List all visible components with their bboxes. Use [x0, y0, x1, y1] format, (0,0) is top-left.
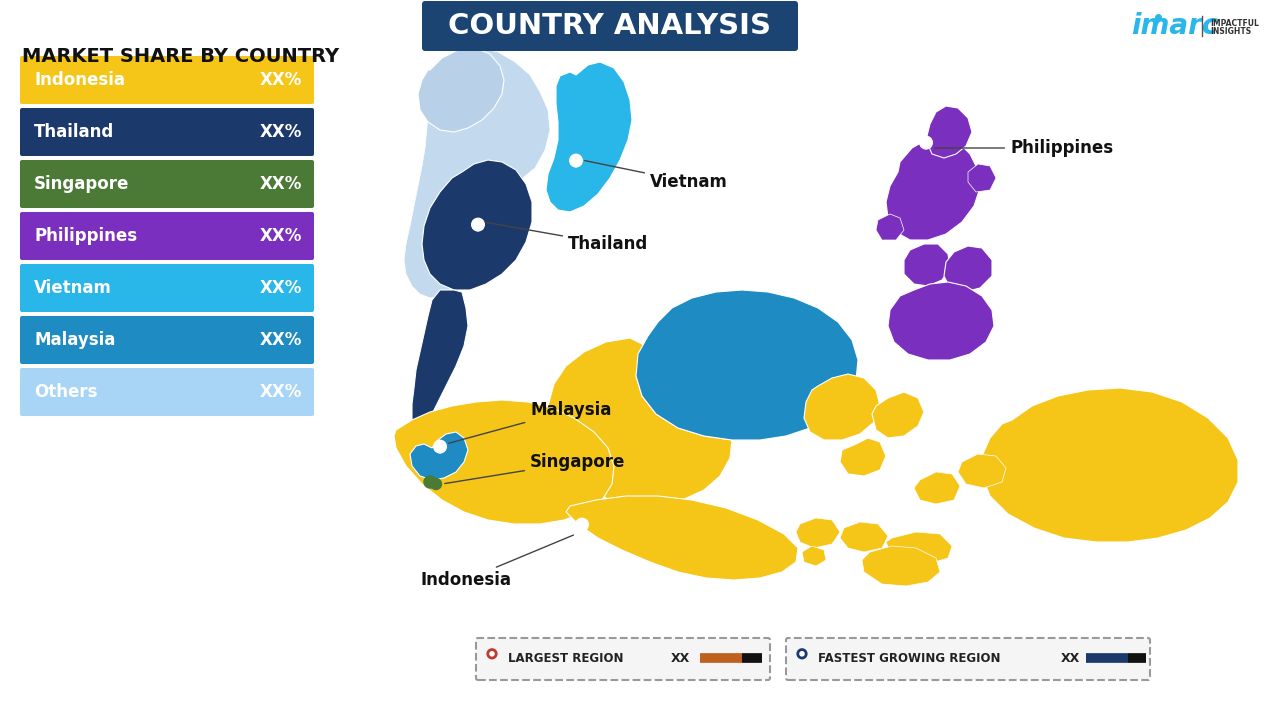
- Text: XX%: XX%: [260, 123, 302, 141]
- FancyBboxPatch shape: [20, 316, 314, 364]
- Polygon shape: [920, 143, 932, 150]
- Circle shape: [580, 522, 585, 527]
- Text: XX%: XX%: [260, 383, 302, 401]
- Circle shape: [472, 218, 484, 231]
- Text: XX%: XX%: [260, 331, 302, 349]
- Polygon shape: [434, 446, 447, 454]
- Circle shape: [424, 476, 436, 488]
- Circle shape: [573, 158, 579, 163]
- Polygon shape: [886, 532, 952, 564]
- Polygon shape: [888, 282, 995, 360]
- Text: Singapore: Singapore: [35, 175, 129, 193]
- Polygon shape: [872, 392, 924, 438]
- Polygon shape: [636, 290, 858, 440]
- Text: Malaysia: Malaysia: [449, 401, 612, 444]
- Text: COUNTRY ANALYSIS: COUNTRY ANALYSIS: [448, 12, 772, 40]
- FancyBboxPatch shape: [20, 264, 314, 312]
- Polygon shape: [548, 338, 732, 506]
- Polygon shape: [968, 164, 996, 192]
- Circle shape: [430, 479, 442, 490]
- Polygon shape: [547, 62, 632, 212]
- Circle shape: [800, 652, 804, 656]
- Polygon shape: [804, 374, 881, 440]
- Circle shape: [488, 649, 497, 659]
- Polygon shape: [394, 400, 614, 524]
- Polygon shape: [796, 518, 840, 548]
- Circle shape: [576, 518, 589, 531]
- FancyBboxPatch shape: [422, 1, 797, 51]
- Polygon shape: [797, 654, 806, 660]
- Text: Vietnam: Vietnam: [585, 161, 728, 191]
- Polygon shape: [803, 546, 826, 566]
- Text: LARGEST REGION: LARGEST REGION: [508, 652, 623, 665]
- Circle shape: [438, 444, 443, 449]
- Text: Vietnam: Vietnam: [35, 279, 111, 297]
- Polygon shape: [982, 388, 1238, 542]
- Text: IMPACTFUL: IMPACTFUL: [1210, 19, 1258, 27]
- Circle shape: [920, 136, 932, 149]
- FancyBboxPatch shape: [20, 56, 314, 104]
- Text: Thailand: Thailand: [35, 123, 114, 141]
- Text: Singapore: Singapore: [444, 453, 626, 484]
- FancyBboxPatch shape: [786, 638, 1149, 680]
- Circle shape: [475, 222, 481, 228]
- Polygon shape: [886, 138, 980, 240]
- Text: XX: XX: [671, 652, 690, 665]
- Text: imarc: imarc: [1132, 12, 1219, 40]
- Text: FASTEST GROWING REGION: FASTEST GROWING REGION: [818, 652, 1001, 665]
- FancyBboxPatch shape: [476, 638, 771, 680]
- Text: MARKET SHARE BY COUNTRY: MARKET SHARE BY COUNTRY: [22, 48, 339, 66]
- Text: Indonesia: Indonesia: [420, 535, 573, 589]
- Text: XX%: XX%: [260, 227, 302, 245]
- Text: Indonesia: Indonesia: [35, 71, 125, 89]
- Text: XX%: XX%: [260, 175, 302, 193]
- Text: XX%: XX%: [260, 279, 302, 297]
- Text: XX: XX: [1060, 652, 1079, 665]
- FancyBboxPatch shape: [20, 160, 314, 208]
- Polygon shape: [914, 472, 960, 504]
- Polygon shape: [419, 48, 504, 132]
- Polygon shape: [488, 654, 497, 660]
- Polygon shape: [576, 525, 589, 532]
- FancyBboxPatch shape: [20, 108, 314, 156]
- Text: XX%: XX%: [260, 71, 302, 89]
- Polygon shape: [472, 225, 484, 232]
- Polygon shape: [925, 106, 972, 158]
- Polygon shape: [422, 160, 532, 290]
- Polygon shape: [410, 432, 468, 480]
- Circle shape: [570, 154, 582, 167]
- FancyBboxPatch shape: [20, 212, 314, 260]
- Polygon shape: [570, 161, 582, 168]
- Polygon shape: [840, 522, 888, 552]
- Circle shape: [923, 140, 929, 145]
- Text: Philippines: Philippines: [35, 227, 137, 245]
- Text: INSIGHTS: INSIGHTS: [1210, 27, 1251, 35]
- Text: Malaysia: Malaysia: [35, 331, 115, 349]
- Text: Thailand: Thailand: [486, 222, 648, 253]
- Text: Philippines: Philippines: [934, 139, 1114, 157]
- Polygon shape: [566, 496, 797, 580]
- Polygon shape: [404, 48, 550, 298]
- Circle shape: [434, 441, 447, 453]
- Polygon shape: [412, 290, 468, 446]
- Polygon shape: [945, 246, 992, 292]
- Polygon shape: [957, 454, 1006, 488]
- Circle shape: [797, 649, 806, 659]
- Polygon shape: [904, 244, 950, 286]
- Text: Others: Others: [35, 383, 97, 401]
- Polygon shape: [840, 438, 886, 476]
- Polygon shape: [861, 546, 940, 586]
- FancyBboxPatch shape: [20, 368, 314, 416]
- Circle shape: [490, 652, 494, 656]
- Polygon shape: [876, 214, 904, 240]
